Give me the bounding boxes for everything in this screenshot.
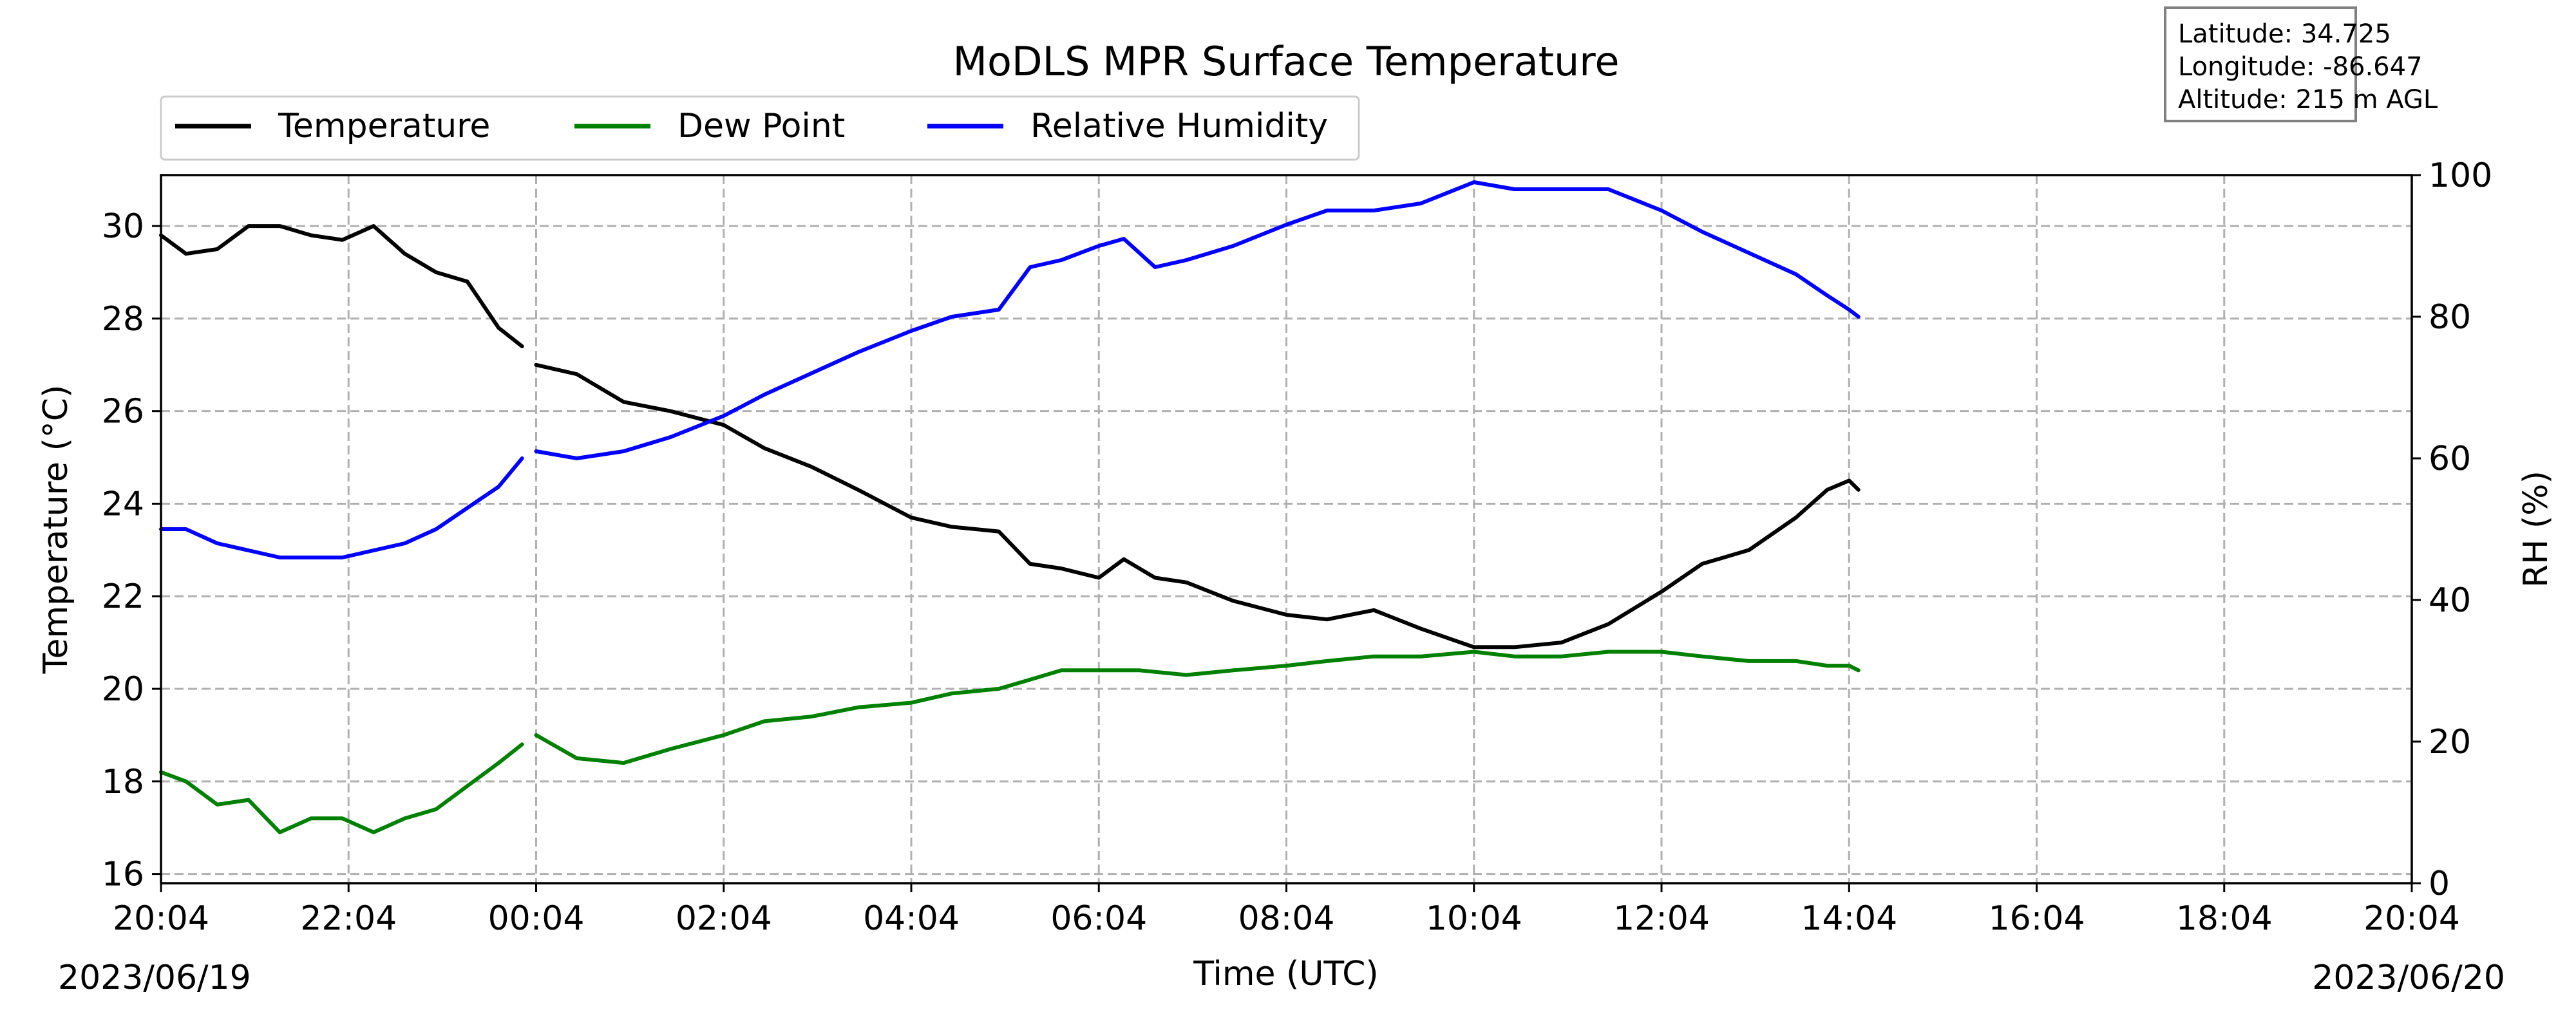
- y-left-tick-label: 26: [102, 393, 144, 431]
- x-axis-label: Time (UTC): [1193, 955, 1378, 993]
- start-date-label: 2023/06/19: [58, 959, 251, 997]
- x-tick-label: 12:04: [1613, 899, 1710, 938]
- location-info-box: Latitude: 34.725 Longitude: -86.647 Alti…: [2164, 6, 2438, 122]
- x-tick-label: 10:04: [1426, 899, 1522, 938]
- x-tick-label: 14:04: [1801, 899, 1897, 938]
- x-tick-label: 16:04: [1989, 899, 2085, 938]
- x-tick-label: 08:04: [1238, 899, 1335, 938]
- x-tick-label: 04:04: [863, 899, 960, 938]
- y-right-tick-label: 60: [2429, 440, 2471, 478]
- longitude-text: Longitude: -86.647: [2178, 52, 2423, 82]
- series-line-temperature: [159, 224, 524, 348]
- x-tick-label: 22:04: [300, 899, 397, 938]
- x-tick-label: 18:04: [2176, 899, 2273, 938]
- y-right-tick-label: 20: [2429, 723, 2471, 762]
- legend-label-relative-humidity: Relative Humidity: [1030, 107, 1328, 145]
- y-right-tick-label: 40: [2429, 581, 2471, 620]
- x-tick-label: 20:04: [2363, 899, 2460, 938]
- y-left-tick-label: 24: [102, 485, 144, 523]
- legend-label-dew-point: Dew Point: [677, 107, 845, 145]
- series-layer: [159, 180, 1861, 834]
- x-tick-label: 00:04: [488, 899, 585, 938]
- y-left-tick-label: 16: [102, 856, 144, 894]
- y-right-tick-label: 80: [2429, 298, 2471, 337]
- y-axis-label-right: RH (%): [2517, 471, 2555, 588]
- series-line-dew-point: [534, 650, 1861, 765]
- x-tick-label: 02:04: [676, 899, 772, 938]
- y-right-tick-label: 100: [2429, 156, 2492, 195]
- series-line-temperature: [534, 362, 1861, 650]
- legend-frame: [160, 95, 1360, 161]
- chart-title: MoDLS MPR Surface Temperature: [952, 38, 1619, 85]
- y-right-tick-label: 0: [2429, 865, 2450, 903]
- series-line-dew-point: [159, 742, 524, 834]
- y-left-tick-label: 20: [102, 670, 144, 709]
- series-line-relative-humidity: [534, 180, 1861, 460]
- axes: 20:04 22:04 00:04 02:04 04:04 06:04 08:04 10:04…: [102, 156, 2492, 938]
- latitude-text: Latitude: 34.725: [2178, 19, 2391, 49]
- y-left-tick-label: 18: [102, 763, 144, 801]
- x-tick-label: 20:04: [113, 899, 209, 938]
- y-left-tick-label: 28: [102, 300, 144, 339]
- y-left-tick-label: 30: [102, 207, 144, 246]
- y-left-tick-label: 22: [102, 577, 144, 616]
- series-line-relative-humidity: [159, 456, 524, 559]
- altitude-text: Altitude: 215 m AGL: [2178, 85, 2438, 115]
- y-axis-label-left: Temperature (°C): [37, 385, 75, 675]
- legend-label-temperature: Temperature: [278, 107, 490, 145]
- grid: [161, 175, 2412, 883]
- legend: Temperature Dew Point Relative Humidity: [160, 95, 1360, 161]
- x-tick-label: 06:04: [1050, 899, 1147, 938]
- end-date-label: 2023/06/20: [2312, 959, 2505, 997]
